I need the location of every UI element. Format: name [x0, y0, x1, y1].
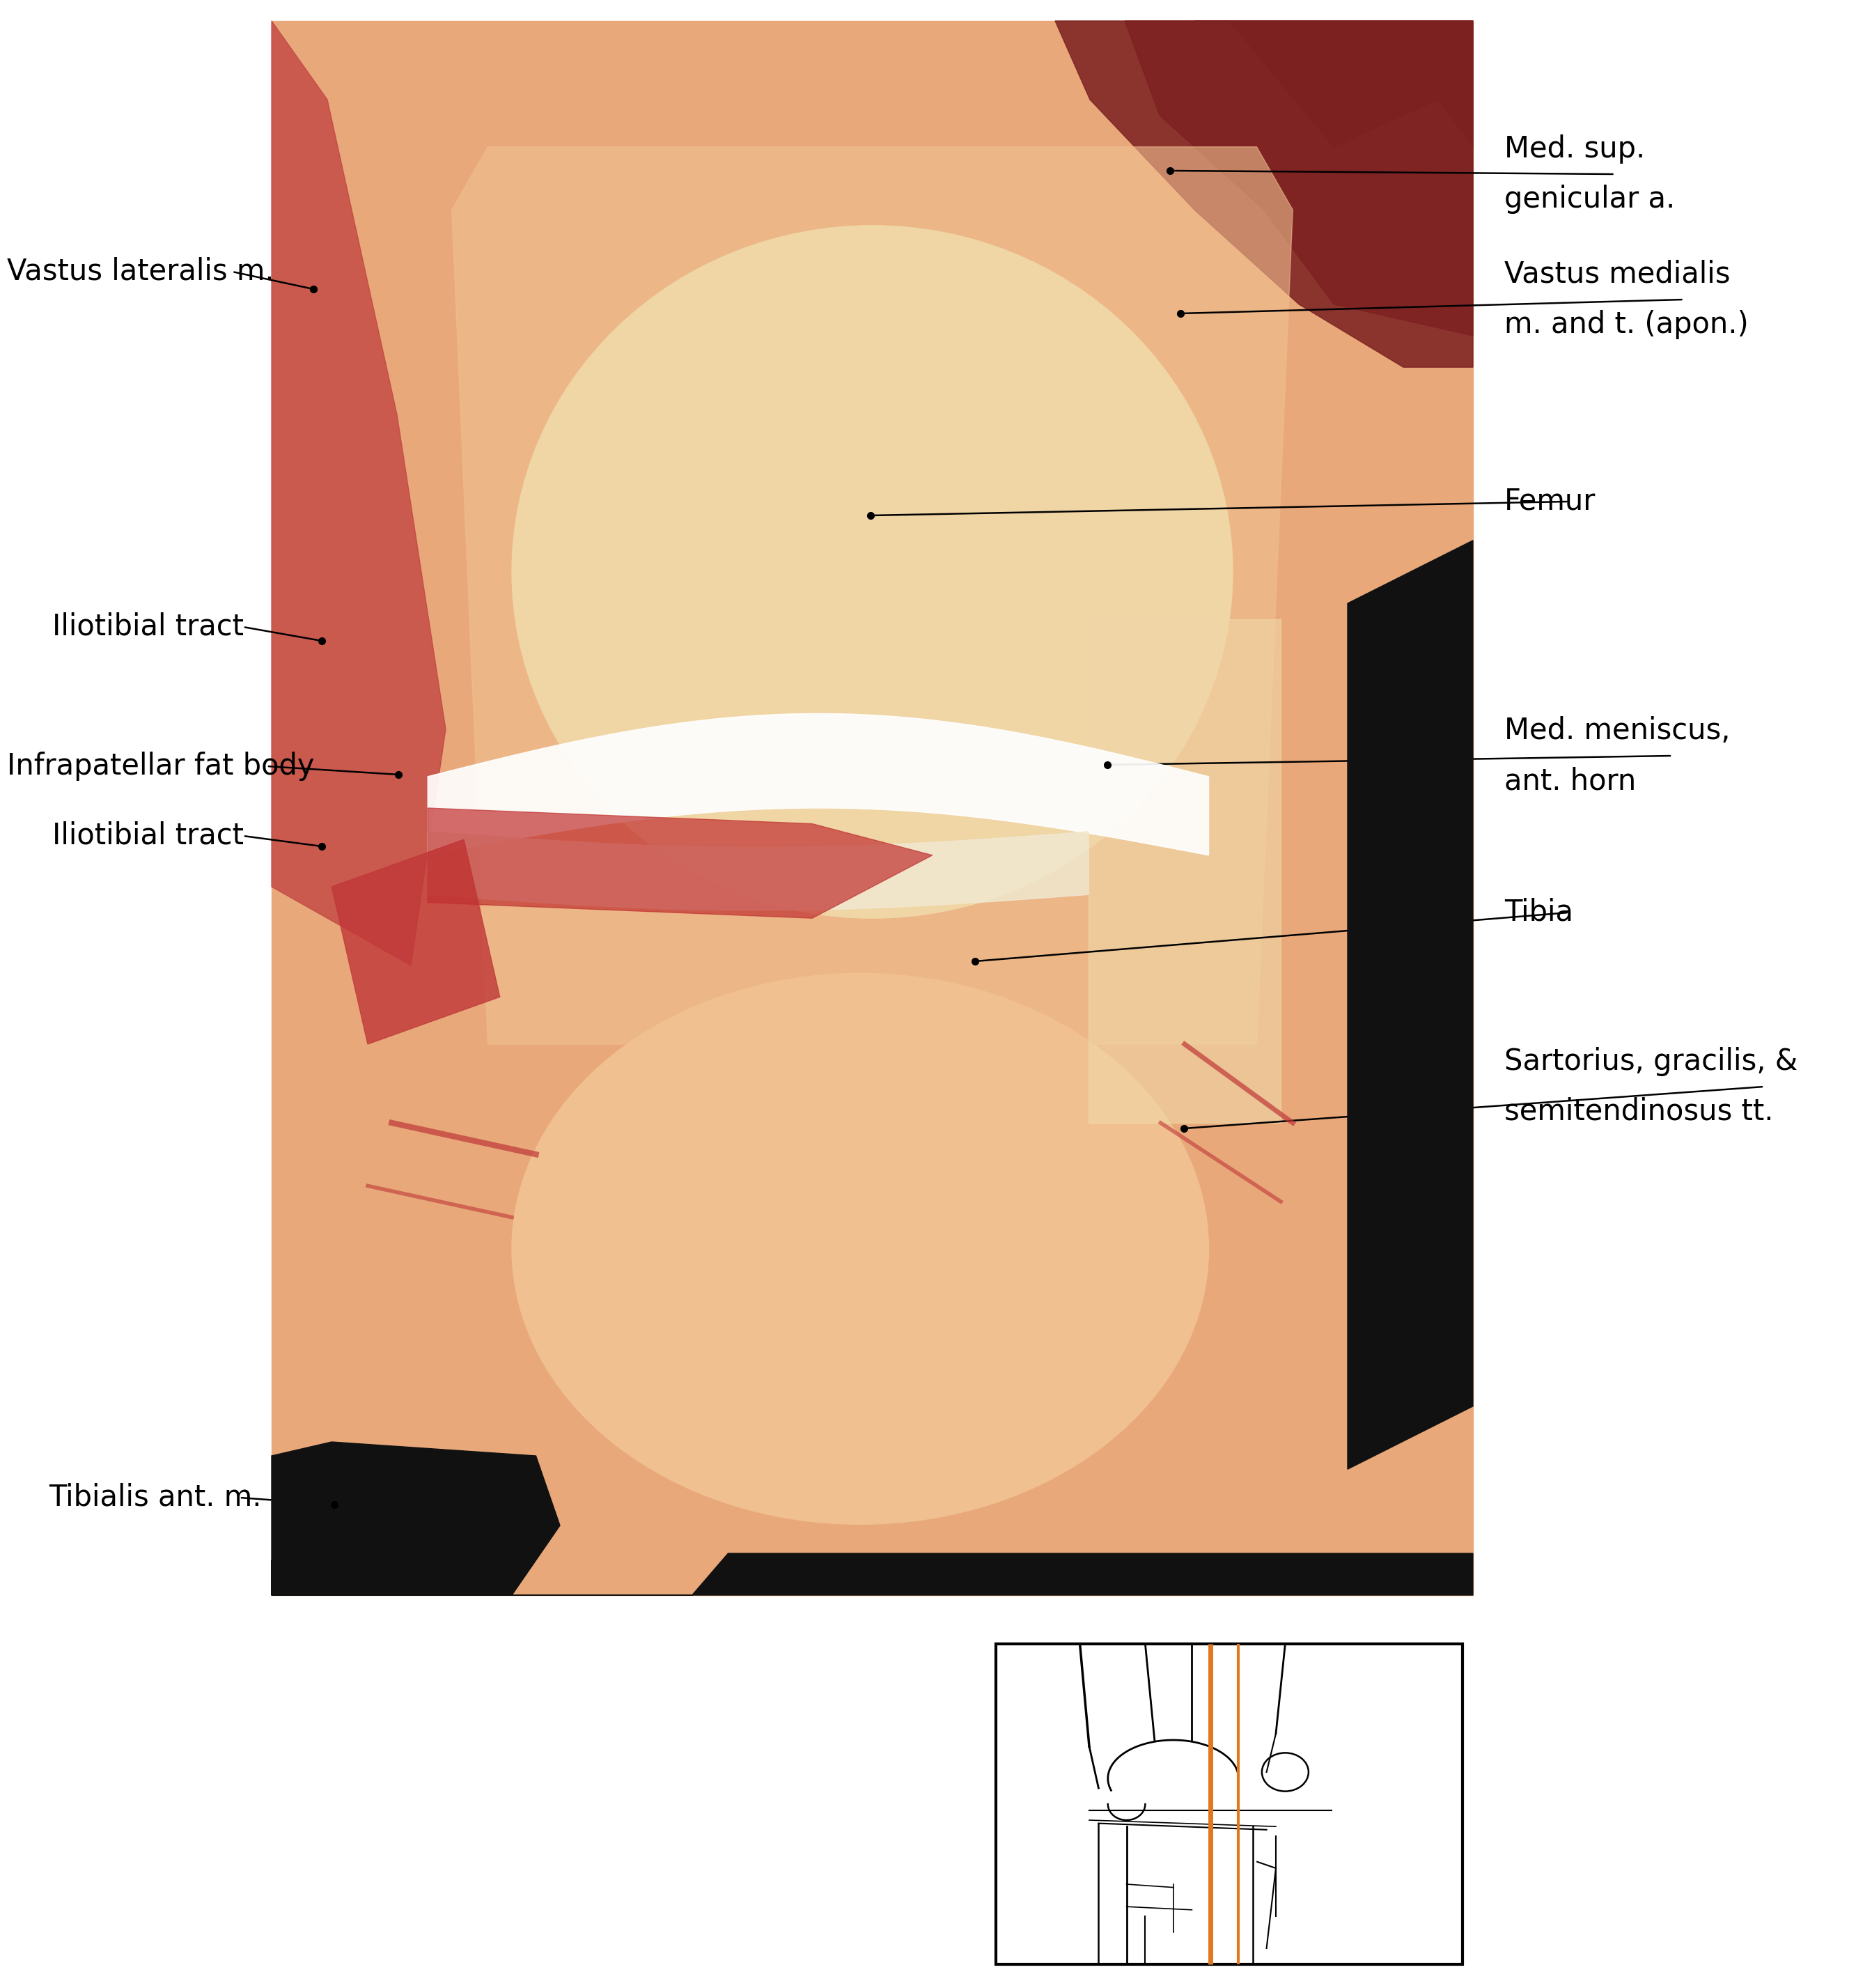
Text: ant. horn: ant. horn [1505, 765, 1637, 795]
Text: genicular a.: genicular a. [1505, 185, 1676, 215]
Polygon shape [451, 147, 1294, 1044]
Polygon shape [427, 807, 932, 918]
Polygon shape [427, 831, 1088, 911]
Text: m. and t. (apon.): m. and t. (apon.) [1505, 310, 1748, 340]
Text: semitendinosus tt.: semitendinosus tt. [1505, 1097, 1774, 1127]
Text: Femur: Femur [1505, 487, 1596, 517]
Text: Iliotibial tract: Iliotibial tract [52, 612, 243, 642]
Text: Tibia: Tibia [1505, 899, 1574, 926]
Text: Med. sup.: Med. sup. [1505, 135, 1644, 163]
Polygon shape [427, 714, 1208, 855]
Text: Vastus lateralis m.: Vastus lateralis m. [7, 256, 275, 286]
Text: Iliotibial tract: Iliotibial tract [52, 821, 243, 851]
Polygon shape [1195, 22, 1474, 147]
Ellipse shape [512, 225, 1232, 918]
Polygon shape [1125, 22, 1474, 336]
Bar [271, 22, 1474, 1594]
Text: Vastus medialis: Vastus medialis [1505, 260, 1730, 288]
Bar [997, 1644, 1463, 1964]
Polygon shape [271, 1441, 561, 1594]
Text: Tibialis ant. m.: Tibialis ant. m. [48, 1483, 262, 1513]
Polygon shape [1347, 541, 1474, 1469]
Text: Infrapatellar fat body: Infrapatellar fat body [7, 751, 314, 781]
Polygon shape [332, 839, 499, 1044]
Polygon shape [271, 22, 445, 966]
Polygon shape [271, 1553, 1474, 1594]
Text: Sartorius, gracilis, &: Sartorius, gracilis, & [1505, 1048, 1798, 1076]
Polygon shape [1088, 618, 1281, 1123]
Polygon shape [1054, 22, 1474, 368]
Text: Med. meniscus,: Med. meniscus, [1505, 716, 1730, 746]
Ellipse shape [512, 974, 1208, 1525]
